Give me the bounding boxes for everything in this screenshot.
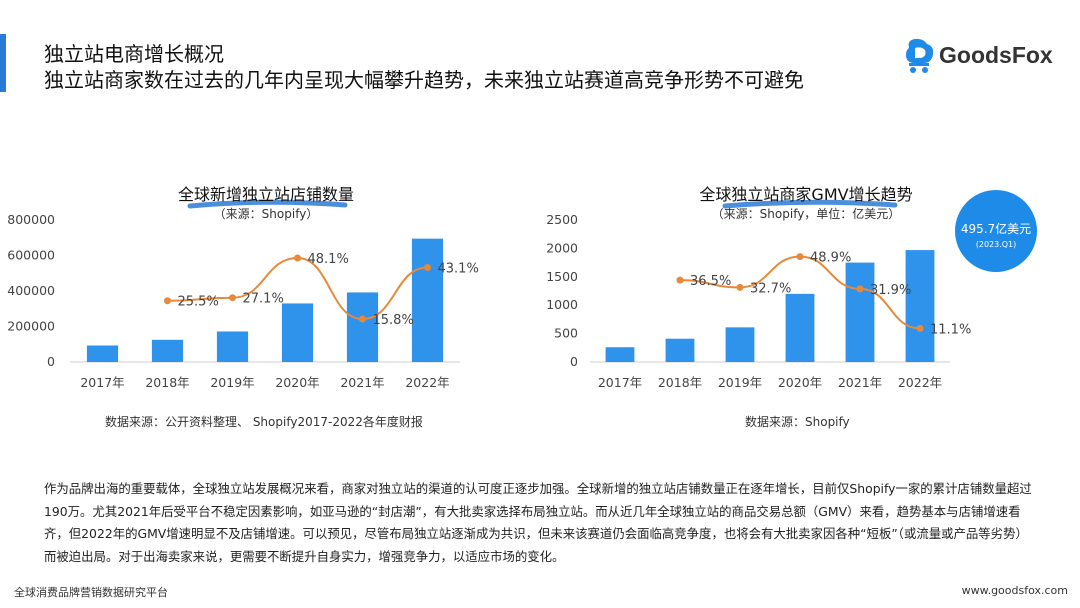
y-tick-label: 1000 [546, 297, 578, 312]
y-tick-label: 1500 [546, 269, 578, 284]
chart-new-stores-source: 数据来源：公开资料整理、 Shopify2017-2022各年度财报 [105, 415, 423, 429]
growth-rate-point [676, 276, 684, 284]
footer-website: www.goodsfox.com [961, 584, 1068, 597]
y-tick-label: 2500 [546, 212, 578, 227]
chart-new-stores-svg: 全球新增独立站店铺数量 （来源：Shopify） 800000 600000 40000… [7, 185, 479, 390]
goodsfox-logo-icon [906, 38, 934, 73]
logo-text: GoodsFox [939, 42, 1053, 68]
x-tick-label: 2022年 [405, 375, 449, 390]
y-tick-label: 400000 [7, 283, 55, 298]
x-tick-label: 2020年 [778, 375, 822, 390]
growth-rate-label: 15.8% [373, 313, 414, 328]
body-paragraph: 作为品牌出海的重要载体，全球独立站发展概况来看，商家对独立站的渠道的认可度正逐步… [44, 481, 1032, 564]
bar [725, 327, 755, 362]
y-tick-label: 500 [554, 326, 578, 341]
growth-rate-point [424, 263, 431, 271]
gmv-callout-period: (2023.Q1) [975, 240, 1017, 249]
x-tick-label: 2020年 [275, 375, 319, 390]
gmv-callout-badge: 495.7亿美元 (2023.Q1) [955, 190, 1037, 272]
bar [905, 250, 935, 362]
x-tick-label: 2021年 [838, 375, 882, 390]
x-tick-label: 2017年 [598, 375, 642, 390]
x-tick-label: 2021年 [340, 375, 384, 390]
bar [845, 262, 875, 362]
growth-rate-point [229, 294, 236, 302]
x-tick-label: 2018年 [145, 375, 189, 390]
x-tick-label: 2019年 [210, 375, 254, 390]
page-subtitle: 独立站商家数在过去的几年内呈现大幅攀升趋势，未来独立站赛道高竞争形势不可避免 [44, 68, 804, 92]
x-tick-label: 2017年 [80, 375, 124, 390]
growth-rate-label: 31.9% [870, 283, 911, 298]
bar [785, 293, 815, 362]
accent-bar [0, 34, 6, 92]
growth-rate-point [916, 324, 924, 332]
bar [281, 303, 314, 362]
x-tick-label: 2022年 [898, 375, 942, 390]
growth-rate-label: 48.1% [308, 252, 349, 267]
chart-subtitle: （来源：Shopify） [214, 207, 319, 221]
growth-rate-point [856, 285, 864, 293]
bar [86, 345, 119, 362]
y-tick-label: 200000 [7, 319, 55, 334]
chart-title: 全球独立站商家GMV增长趋势 [699, 185, 912, 204]
growth-rate-label: 25.5% [178, 295, 219, 310]
y-tick-label: 800000 [7, 212, 55, 227]
growth-rate-label: 32.7% [750, 281, 791, 296]
bar [151, 339, 184, 362]
bar [605, 347, 635, 362]
chart-gmv-source: 数据来源：Shopify [745, 415, 850, 429]
growth-rate-label: 27.1% [243, 292, 284, 307]
bar [665, 338, 695, 362]
growth-rate-point [796, 253, 804, 261]
growth-rate-point [736, 283, 744, 291]
chart-new-stores: 全球新增独立站店铺数量 （来源：Shopify） 800000 600000 40000… [0, 175, 500, 449]
bar [346, 292, 379, 362]
growth-rate-label: 48.9% [810, 251, 851, 266]
chart-gmv: 全球独立站商家GMV增长趋势 （来源：Shopify，单位：亿美元） 2500 200… [540, 175, 971, 449]
chart-title-highlight [187, 199, 348, 209]
chart-gmv-svg: 全球独立站商家GMV增长趋势 （来源：Shopify，单位：亿美元） 2500 200… [546, 185, 971, 390]
growth-rate-label: 36.5% [690, 274, 731, 289]
chart-subtitle: （来源：Shopify，单位：亿美元） [712, 206, 901, 221]
growth-rate-point [294, 254, 301, 262]
gmv-callout-value: 495.7亿美元 [960, 222, 1032, 236]
y-tick-label: 600000 [7, 248, 55, 263]
bar [216, 331, 249, 362]
footer-platform-name: 全球消费品牌营销数据研究平台 [14, 586, 168, 599]
chart-title: 全球新增独立站店铺数量 [178, 185, 354, 204]
x-tick-label: 2018年 [658, 375, 702, 390]
x-tick-label: 2019年 [718, 375, 762, 390]
goodsfox-logo: GoodsFox [903, 36, 1063, 76]
growth-rate-label: 43.1% [438, 261, 479, 276]
y-tick-label: 2000 [546, 240, 578, 255]
growth-rate-line [167, 257, 428, 321]
chart-title-highlight [722, 199, 898, 209]
growth-rate-point [359, 315, 366, 323]
bar [411, 238, 444, 362]
y-tick-label: 0 [47, 354, 55, 369]
growth-rate-point [164, 297, 171, 305]
growth-rate-label: 11.1% [930, 322, 971, 337]
page-title: 独立站电商增长概况 [44, 42, 224, 66]
y-tick-label: 0 [570, 354, 578, 369]
